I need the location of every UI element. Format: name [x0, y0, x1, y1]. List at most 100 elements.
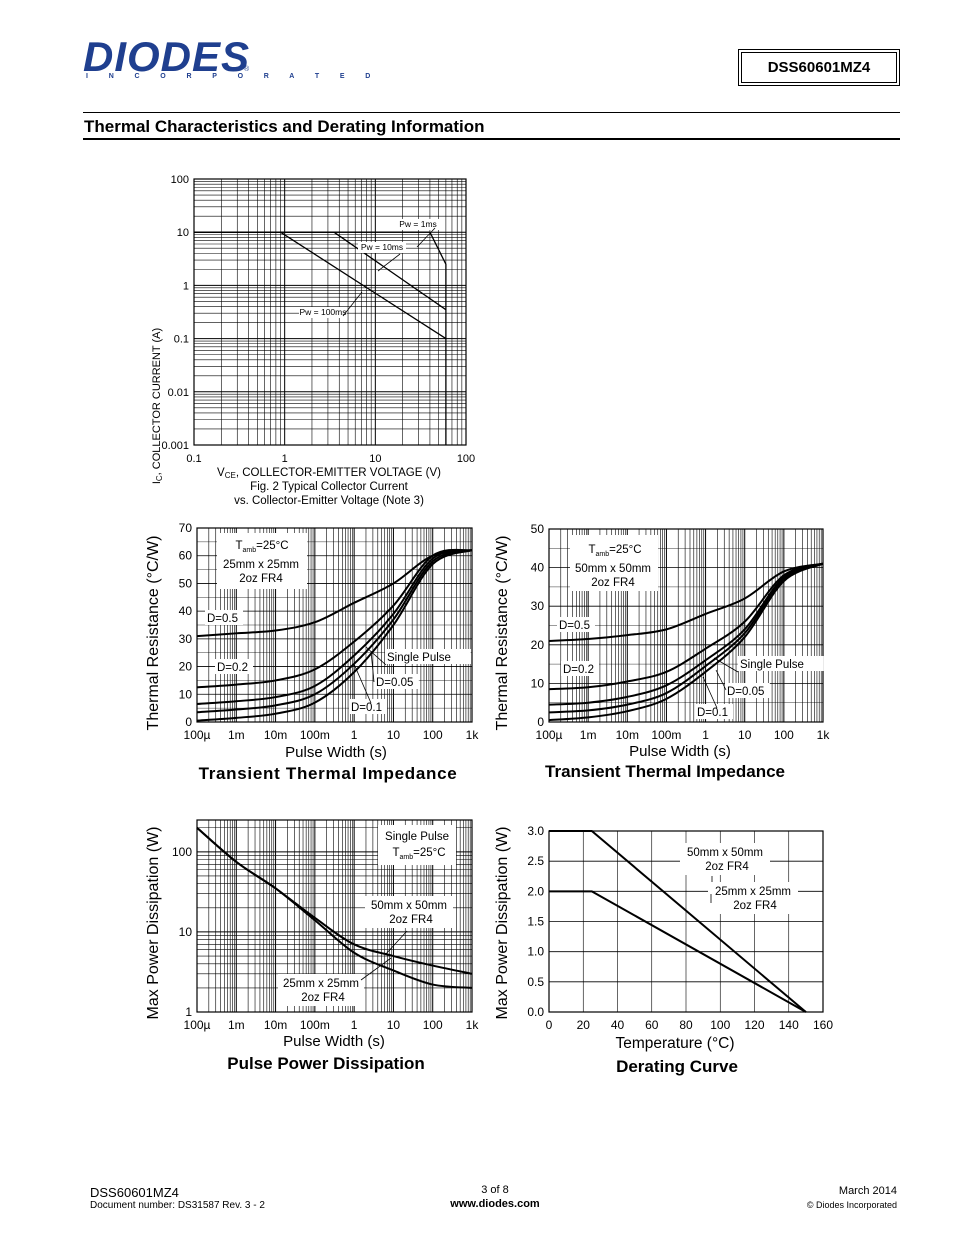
y-tick-label: 0.01 [168, 387, 189, 399]
series-label-bg [385, 649, 471, 664]
x-tick-label: 100 [457, 453, 475, 465]
plot-frame [548, 830, 824, 1013]
zth-25mm-chart: 100µ 1m 10m 100m 1 10 100 1k 0 10 20 30 40 50 60 70 D=0… [145, 521, 480, 783]
x-tick-label: 100 [423, 728, 443, 742]
derating-label-a1: 50mm x 50mm [687, 847, 763, 859]
ppd-title: Pulse Power Dissipation [227, 1054, 424, 1073]
y-tick-label: 10 [179, 687, 193, 701]
ppd-series [196, 827, 473, 989]
y-tick-label: 1 [185, 1005, 192, 1019]
part-number-box: DSS60601MZ4 [738, 49, 900, 86]
series-label: D=0.2 [217, 662, 248, 674]
zth1-series-labels: D=0.5 D=0.2 Single Pulse D=0.05 D=0.1 [205, 610, 471, 714]
y-tick-label: 50 [531, 522, 545, 536]
footer-website-link[interactable]: www.diodes.com [450, 1198, 540, 1210]
x-tick-label: 100 [774, 728, 794, 742]
y-tick-label: 60 [179, 549, 193, 563]
leader-line [713, 657, 739, 673]
ppd-label-b-leader [360, 957, 392, 981]
series-label-bg [215, 659, 253, 674]
series-line [196, 549, 473, 722]
x-tick-label: 10m [264, 1018, 287, 1032]
soa-series: Pw = 1ms Pw = 10ms Pw = 100ms [194, 219, 447, 445]
ppd-label-a2: 2oz FR4 [389, 914, 433, 926]
zth1-cond-line3: 2oz FR4 [239, 573, 283, 585]
series-label: Pw = 10ms [361, 242, 403, 252]
series-line [548, 562, 824, 706]
ppd-cond-box [378, 825, 456, 865]
zth1-y-label: Thermal Resistance (°C/W) [145, 536, 162, 731]
series-line [196, 549, 473, 705]
y-tick-label: 50 [179, 576, 193, 590]
x-tick-label: 100µ [536, 728, 563, 742]
series-label-bg [299, 307, 347, 318]
y-tick-label: 10 [531, 676, 545, 690]
y-tick-label: 0.5 [527, 975, 544, 989]
series-label: D=0.1 [351, 702, 382, 714]
soa-ticks: 0.1 1 10 100 0.001 0.01 0.1 1 10 100 [161, 174, 475, 465]
x-tick-label: 1k [817, 728, 831, 742]
series-line [196, 548, 473, 689]
y-tick-label: 3.0 [527, 824, 544, 838]
y-tick-label: 100 [172, 845, 192, 859]
leader-line [377, 253, 401, 272]
derating-label-a2: 2oz FR4 [705, 861, 749, 873]
footer-document-number: Document number: DS31587 Rev. 3 - 2 [90, 1200, 265, 1211]
x-tick-label: 10m [264, 728, 287, 742]
zth2-cond-line1: Tamb=25°C [588, 544, 641, 558]
derating-ticks: 0 20 40 60 80 100 120 140 160 0.0 0.5 1.0 1.5 2.0 2.5 3… [527, 824, 833, 1032]
y-tick-label: 20 [531, 638, 545, 652]
derating-label-b1: 25mm x 25mm [715, 886, 791, 898]
ppd-cond-line2: Tamb=25°C [392, 847, 445, 861]
ppd-label-a-box [365, 896, 453, 928]
x-tick-label: 100µ [184, 1018, 211, 1032]
x-tick-label: 1 [282, 453, 288, 465]
footer-part-number: DSS60601MZ4 [90, 1185, 179, 1200]
pulse-power-chart: 100µ 1m 10m 100m 1 10 100 1k 1 10 100 Max Power Di… [145, 819, 479, 1073]
x-tick-label: 100 [710, 1018, 730, 1032]
series-label: D=0.05 [376, 677, 413, 689]
zth1-title: Transient Thermal Impedance [199, 764, 458, 783]
y-tick-label: 1.0 [527, 945, 544, 959]
series-label-bg [205, 610, 243, 625]
leader-line [353, 663, 372, 704]
series-line [549, 830, 807, 1013]
leader-line [342, 291, 363, 317]
y-tick-label: 20 [179, 660, 193, 674]
ppd-ticks: 100µ 1m 10m 100m 1 10 100 1k 1 10 100 [172, 845, 479, 1032]
derating-label-a-box [680, 843, 770, 875]
x-tick-label: 100µ [184, 728, 211, 742]
series-label: D=0.1 [697, 707, 728, 719]
y-tick-label: 2.0 [527, 884, 544, 898]
x-tick-label: 1k [466, 728, 480, 742]
zth2-ticks: 100µ 1m 10m 100m 1 10 100 1k 0 10 20 30 40 50 [531, 522, 831, 742]
x-tick-label: 10 [387, 728, 401, 742]
series-label: Single Pulse [740, 659, 804, 671]
y-tick-label: 0.001 [161, 440, 189, 452]
soa-y-label: IC, COLLECTOR CURRENT (A) [151, 328, 164, 484]
ppd-y-label: Max Power Dissipation (W) [145, 827, 162, 1020]
plot-frame [196, 819, 473, 1013]
header-rule [83, 112, 900, 113]
x-tick-label: 1m [580, 728, 597, 742]
x-tick-label: 1 [702, 728, 709, 742]
x-tick-label: 140 [779, 1018, 799, 1032]
series-line [548, 562, 824, 714]
ppd-label-b1: 25mm x 25mm [283, 978, 359, 990]
y-tick-label: 10 [179, 925, 193, 939]
x-tick-label: 1 [351, 728, 358, 742]
series-line [548, 562, 824, 691]
zth2-x-label: Pulse Width (s) [629, 743, 731, 760]
y-tick-label: 10 [177, 227, 189, 239]
y-tick-label: 40 [179, 604, 193, 618]
x-tick-label: 100 [423, 1018, 443, 1032]
zth2-series-labels: D=0.5 D=0.2 Single Pulse D=0.05 D=0.1 [557, 617, 824, 719]
series-label-bg [394, 219, 442, 230]
series-line [194, 231, 447, 340]
leader-line [715, 669, 727, 691]
soa-x-label: VCE, COLLECTOR-EMITTER VOLTAGE (V) [217, 467, 441, 480]
y-tick-label: 0.1 [174, 334, 189, 346]
logo-registered-mark: ® [244, 66, 250, 73]
